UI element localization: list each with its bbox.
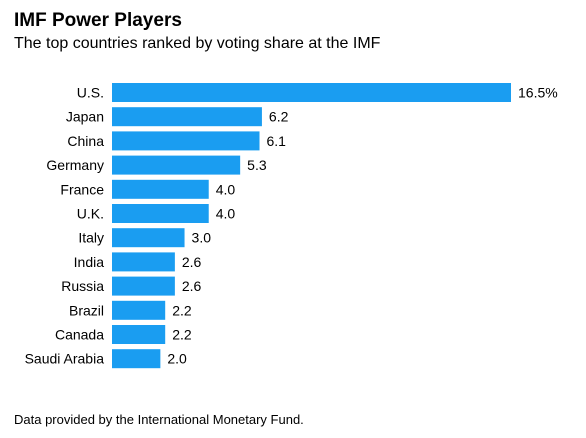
- category-label: Brazil: [69, 302, 104, 318]
- chart-title: IMF Power Players: [14, 10, 182, 31]
- category-label: Canada: [55, 327, 104, 343]
- value-label: 16.5%: [518, 85, 558, 101]
- value-label: 4.0: [216, 181, 236, 197]
- value-label: 6.2: [269, 109, 289, 125]
- value-label: 2.6: [182, 278, 202, 294]
- value-label: 6.1: [267, 133, 287, 149]
- value-label: 2.6: [182, 254, 202, 270]
- bar: [112, 179, 209, 199]
- category-label: U.S.: [77, 85, 104, 101]
- value-label: 2.2: [172, 327, 192, 343]
- bar: [112, 204, 209, 223]
- source-footnote: Data provided by the International Monet…: [14, 412, 304, 427]
- value-label: 2.0: [167, 351, 187, 367]
- bar: [112, 131, 260, 151]
- category-label: France: [60, 181, 104, 197]
- category-label: Germany: [46, 157, 104, 173]
- category-label: U.K.: [77, 206, 104, 222]
- bar: [112, 252, 175, 272]
- bar: [112, 325, 166, 344]
- value-label: 3.0: [192, 230, 212, 246]
- bar: [112, 300, 166, 320]
- value-label: 4.0: [216, 206, 236, 222]
- value-label: 2.2: [172, 302, 192, 318]
- category-label: Saudi Arabia: [25, 351, 105, 367]
- chart-subtitle: The top countries ranked by voting share…: [14, 35, 381, 52]
- category-label: Russia: [61, 278, 104, 294]
- bar: [112, 276, 175, 296]
- category-label: Italy: [78, 230, 104, 246]
- category-label: Japan: [66, 109, 104, 125]
- category-label: China: [67, 133, 104, 149]
- bar: [112, 155, 241, 175]
- bar: [112, 349, 161, 369]
- bar: [112, 107, 262, 127]
- value-label: 5.3: [247, 157, 267, 173]
- bar-chart: U.S. 16.5% Japan 6.2 China 6.1 Germany 5.3 Franc…: [25, 83, 558, 369]
- bar: [112, 83, 511, 102]
- bar: [112, 228, 185, 248]
- category-label: India: [74, 254, 105, 270]
